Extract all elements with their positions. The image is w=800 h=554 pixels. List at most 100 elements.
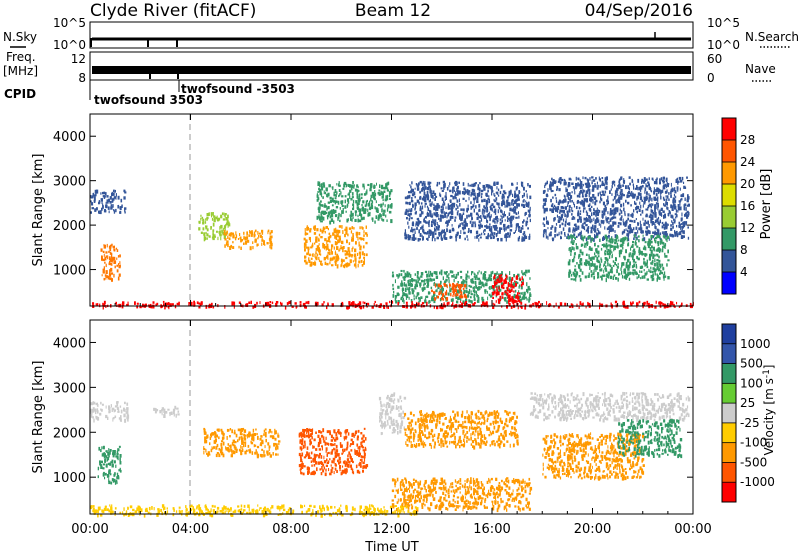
power-cell bbox=[522, 184, 524, 188]
power-cell bbox=[213, 215, 216, 218]
power-cell bbox=[639, 196, 643, 201]
power-cell bbox=[456, 199, 459, 203]
velocity-cell bbox=[254, 444, 257, 447]
power-cell bbox=[618, 212, 621, 216]
power-cell bbox=[659, 272, 661, 275]
power-cell bbox=[476, 200, 479, 203]
power-cell bbox=[122, 301, 125, 305]
power-cell bbox=[587, 182, 590, 187]
power-cell bbox=[429, 188, 432, 191]
power-cell bbox=[337, 217, 339, 221]
power-cell bbox=[124, 189, 126, 193]
power-cell bbox=[269, 301, 272, 304]
power-cell bbox=[227, 235, 229, 239]
power-cell bbox=[569, 305, 571, 308]
power-cell bbox=[647, 220, 649, 225]
power-cell bbox=[502, 190, 506, 193]
velocity-cell bbox=[344, 470, 347, 474]
power-cell bbox=[223, 227, 225, 231]
power-cell bbox=[109, 269, 111, 274]
velocity-cell bbox=[107, 416, 109, 420]
power-cell bbox=[280, 303, 283, 307]
power-cell bbox=[596, 207, 598, 210]
power-cell bbox=[621, 262, 625, 266]
power-cell bbox=[324, 244, 326, 246]
power-cell bbox=[476, 196, 479, 201]
power-cell bbox=[636, 245, 639, 248]
power-cell bbox=[627, 235, 629, 240]
power-cell bbox=[513, 232, 515, 234]
power-cell bbox=[322, 226, 324, 231]
power-cell bbox=[261, 231, 264, 235]
power-cell bbox=[575, 206, 578, 210]
power-cell bbox=[216, 230, 218, 233]
velocity-cell bbox=[170, 411, 173, 415]
power-cell bbox=[405, 209, 407, 213]
power-cell bbox=[136, 302, 139, 305]
power-cell bbox=[98, 202, 100, 205]
power-cell bbox=[405, 234, 408, 239]
power-cell bbox=[238, 245, 240, 249]
power-cell bbox=[101, 200, 103, 205]
power-cell bbox=[671, 188, 674, 193]
velocity-cell bbox=[106, 450, 108, 453]
power-cell bbox=[579, 210, 582, 213]
power-cell bbox=[438, 181, 441, 185]
power-cell bbox=[501, 271, 503, 276]
power-cell bbox=[640, 204, 642, 209]
power-cell bbox=[434, 228, 437, 232]
power-cell bbox=[481, 284, 484, 287]
power-cell bbox=[675, 230, 678, 235]
power-cell bbox=[440, 205, 443, 209]
power-cell bbox=[593, 275, 595, 280]
velocity-cell bbox=[111, 478, 114, 482]
power-cell bbox=[375, 207, 378, 210]
velocity-cell bbox=[252, 428, 255, 433]
power-cell bbox=[318, 256, 320, 261]
power-cell bbox=[550, 187, 552, 191]
power-cell bbox=[115, 301, 117, 305]
velocity-cell bbox=[306, 446, 309, 450]
power-cell bbox=[100, 248, 103, 252]
power-cell bbox=[582, 223, 584, 227]
power-cell bbox=[582, 237, 584, 242]
power-cell bbox=[441, 190, 444, 192]
power-cell bbox=[450, 287, 452, 291]
power-cell bbox=[433, 212, 436, 216]
power-cell bbox=[622, 237, 625, 240]
power-cell bbox=[433, 271, 436, 275]
power-cell bbox=[374, 220, 376, 224]
power-cell bbox=[352, 203, 355, 207]
power-cell bbox=[361, 251, 364, 256]
velocity-cell bbox=[347, 464, 349, 468]
velocity-cell bbox=[225, 446, 227, 450]
power-cell bbox=[190, 301, 193, 306]
power-cell bbox=[392, 283, 394, 287]
power-cell bbox=[630, 227, 632, 232]
power-cell bbox=[351, 238, 354, 242]
velocity-cell bbox=[119, 418, 122, 422]
power-cell bbox=[579, 258, 583, 262]
power-cell bbox=[331, 198, 333, 201]
power-cell bbox=[467, 238, 469, 241]
power-cell bbox=[425, 232, 428, 235]
power-cell bbox=[109, 262, 112, 265]
power-cell bbox=[481, 192, 483, 196]
power-cell bbox=[387, 305, 389, 309]
power-cell bbox=[324, 261, 327, 265]
power-cell bbox=[514, 289, 517, 293]
power-cell bbox=[590, 220, 592, 224]
power-cell bbox=[305, 261, 308, 265]
power-cell bbox=[518, 235, 520, 240]
power-cell bbox=[452, 294, 454, 298]
power-cell bbox=[404, 272, 407, 275]
power-cell bbox=[441, 214, 444, 218]
power-cell bbox=[625, 185, 627, 190]
power-cell bbox=[672, 205, 674, 209]
power-cell bbox=[401, 280, 403, 284]
power-cell bbox=[665, 227, 668, 230]
power-cell bbox=[643, 269, 645, 272]
power-cell bbox=[206, 216, 209, 220]
power-cell bbox=[360, 193, 363, 196]
power-cell bbox=[523, 237, 526, 240]
